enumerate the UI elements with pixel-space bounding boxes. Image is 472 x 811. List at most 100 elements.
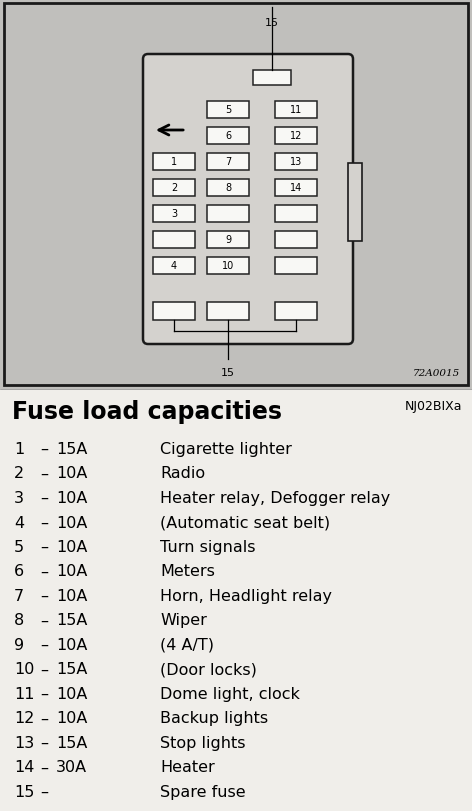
Text: 15A: 15A xyxy=(56,613,87,628)
Text: –: – xyxy=(40,662,48,676)
Text: Stop lights: Stop lights xyxy=(160,735,245,750)
Text: 1: 1 xyxy=(171,157,177,167)
Text: 14: 14 xyxy=(14,760,34,775)
Text: –: – xyxy=(40,710,48,726)
Text: 15: 15 xyxy=(14,784,34,799)
FancyBboxPatch shape xyxy=(253,71,291,85)
Text: –: – xyxy=(40,613,48,628)
Text: 2: 2 xyxy=(171,182,177,193)
Text: Spare fuse: Spare fuse xyxy=(160,784,245,799)
FancyBboxPatch shape xyxy=(348,163,362,242)
Text: –: – xyxy=(40,564,48,579)
FancyBboxPatch shape xyxy=(275,179,317,196)
FancyBboxPatch shape xyxy=(207,205,249,222)
Text: 15: 15 xyxy=(265,18,279,28)
Text: 10A: 10A xyxy=(56,539,87,554)
Text: 72A0015: 72A0015 xyxy=(413,368,460,378)
Text: Turn signals: Turn signals xyxy=(160,539,255,554)
Text: 4: 4 xyxy=(171,260,177,271)
FancyBboxPatch shape xyxy=(207,153,249,170)
Text: 12: 12 xyxy=(14,710,34,726)
FancyBboxPatch shape xyxy=(207,231,249,248)
Text: 10: 10 xyxy=(14,662,34,676)
Text: –: – xyxy=(40,637,48,652)
FancyBboxPatch shape xyxy=(275,153,317,170)
Text: 3: 3 xyxy=(14,491,24,505)
Text: Dome light, clock: Dome light, clock xyxy=(160,686,300,702)
Text: Radio: Radio xyxy=(160,466,205,481)
Text: 11: 11 xyxy=(290,105,302,115)
Text: (Automatic seat belt): (Automatic seat belt) xyxy=(160,515,330,530)
FancyBboxPatch shape xyxy=(207,101,249,118)
Text: Wiper: Wiper xyxy=(160,613,207,628)
Text: 15: 15 xyxy=(221,367,235,378)
Text: 10A: 10A xyxy=(56,466,87,481)
FancyBboxPatch shape xyxy=(207,127,249,144)
Bar xyxy=(0,389,472,811)
FancyBboxPatch shape xyxy=(153,153,195,170)
Text: 8: 8 xyxy=(14,613,24,628)
FancyBboxPatch shape xyxy=(207,179,249,196)
FancyBboxPatch shape xyxy=(153,257,195,274)
Text: (4 A/T): (4 A/T) xyxy=(160,637,214,652)
Text: Cigarette lighter: Cigarette lighter xyxy=(160,441,292,457)
Text: 15A: 15A xyxy=(56,662,87,676)
Text: 4: 4 xyxy=(14,515,24,530)
Text: NJ02BIXa: NJ02BIXa xyxy=(405,400,462,413)
FancyBboxPatch shape xyxy=(153,205,195,222)
FancyBboxPatch shape xyxy=(275,257,317,274)
Text: 3: 3 xyxy=(171,208,177,219)
Text: 10A: 10A xyxy=(56,564,87,579)
Text: 9: 9 xyxy=(14,637,24,652)
FancyBboxPatch shape xyxy=(143,55,353,345)
FancyBboxPatch shape xyxy=(153,179,195,196)
Text: 14: 14 xyxy=(290,182,302,193)
Text: 10: 10 xyxy=(222,260,234,271)
Text: –: – xyxy=(40,441,48,457)
Text: Heater: Heater xyxy=(160,760,215,775)
Text: –: – xyxy=(40,491,48,505)
Text: 12: 12 xyxy=(290,131,302,141)
Text: (Door locks): (Door locks) xyxy=(160,662,257,676)
Text: 7: 7 xyxy=(14,588,24,603)
Text: –: – xyxy=(40,735,48,750)
FancyBboxPatch shape xyxy=(207,303,249,320)
Text: 2: 2 xyxy=(14,466,24,481)
Text: –: – xyxy=(40,539,48,554)
Text: 15A: 15A xyxy=(56,441,87,457)
Text: –: – xyxy=(40,588,48,603)
Text: 10A: 10A xyxy=(56,710,87,726)
FancyBboxPatch shape xyxy=(275,205,317,222)
Text: Heater relay, Defogger relay: Heater relay, Defogger relay xyxy=(160,491,390,505)
Text: Meters: Meters xyxy=(160,564,215,579)
Text: –: – xyxy=(40,515,48,530)
FancyBboxPatch shape xyxy=(275,303,317,320)
Text: 7: 7 xyxy=(225,157,231,167)
Text: 10A: 10A xyxy=(56,686,87,702)
Text: 10A: 10A xyxy=(56,491,87,505)
FancyBboxPatch shape xyxy=(207,257,249,274)
Text: –: – xyxy=(40,466,48,481)
Text: 11: 11 xyxy=(14,686,34,702)
Text: 10A: 10A xyxy=(56,637,87,652)
Text: 15A: 15A xyxy=(56,735,87,750)
Text: 6: 6 xyxy=(225,131,231,141)
Text: –: – xyxy=(40,760,48,775)
Text: 9: 9 xyxy=(225,234,231,245)
FancyBboxPatch shape xyxy=(275,231,317,248)
Text: 5: 5 xyxy=(14,539,24,554)
Text: 13: 13 xyxy=(290,157,302,167)
Text: 30A: 30A xyxy=(56,760,87,775)
FancyBboxPatch shape xyxy=(153,303,195,320)
Text: 6: 6 xyxy=(14,564,24,579)
Text: 8: 8 xyxy=(225,182,231,193)
Text: Fuse load capacities: Fuse load capacities xyxy=(12,400,282,423)
Text: Horn, Headlight relay: Horn, Headlight relay xyxy=(160,588,332,603)
FancyBboxPatch shape xyxy=(153,231,195,248)
Text: 5: 5 xyxy=(225,105,231,115)
FancyBboxPatch shape xyxy=(4,4,468,385)
Text: Backup lights: Backup lights xyxy=(160,710,268,726)
FancyBboxPatch shape xyxy=(275,101,317,118)
Text: 13: 13 xyxy=(14,735,34,750)
FancyBboxPatch shape xyxy=(275,127,317,144)
